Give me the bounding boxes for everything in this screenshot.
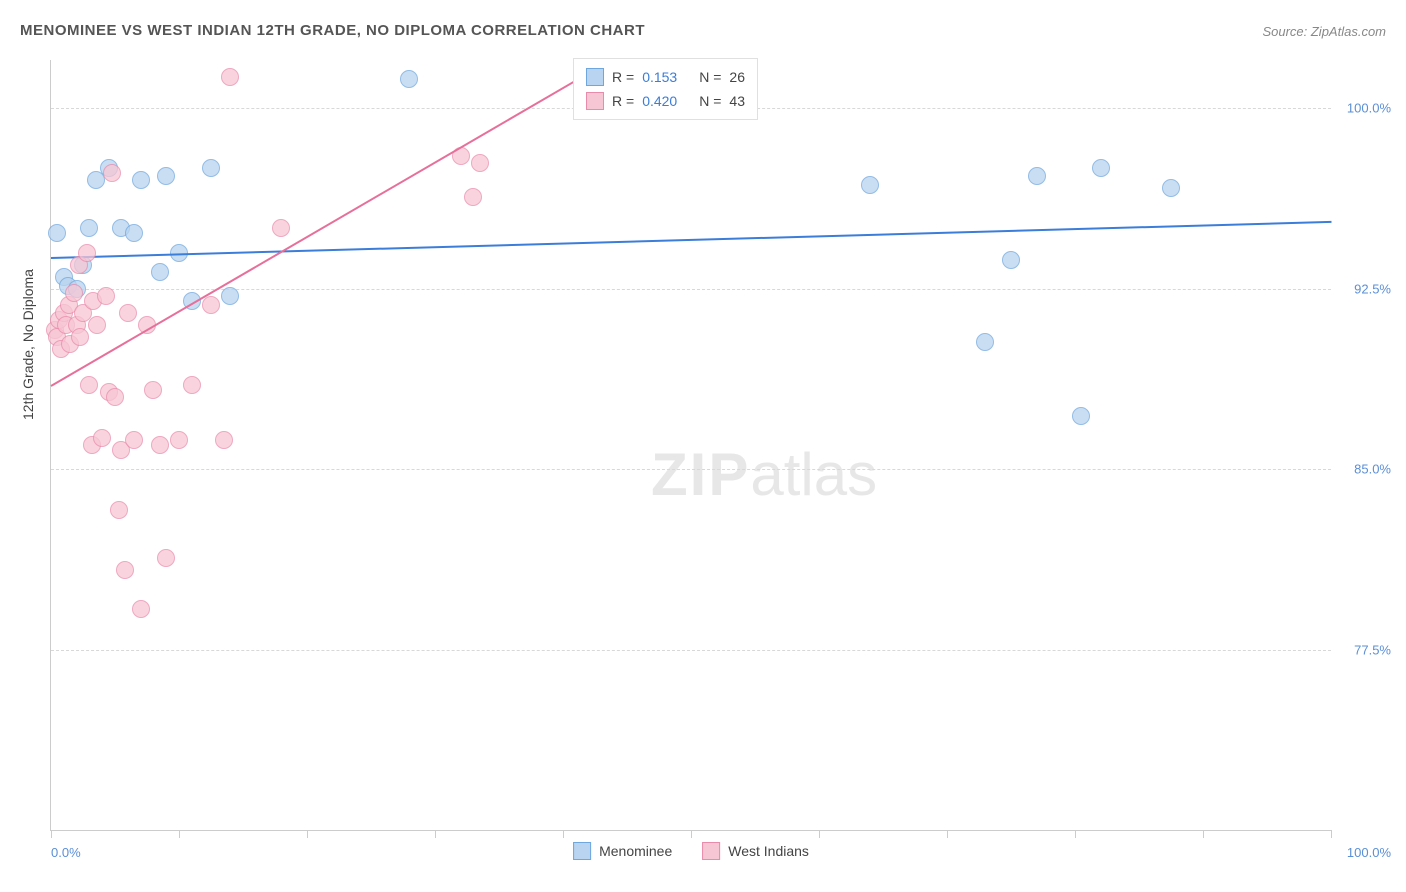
r-value: 0.420 (642, 93, 677, 109)
data-point (1092, 159, 1110, 177)
legend-row: R = 0.420 N = 43 (586, 89, 745, 113)
x-tick (1203, 830, 1204, 838)
data-point (861, 176, 879, 194)
data-point (48, 224, 66, 242)
legend-swatch (586, 92, 604, 110)
x-tick (179, 830, 180, 838)
data-point (183, 376, 201, 394)
data-point (151, 263, 169, 281)
chart-title: MENOMINEE VS WEST INDIAN 12TH GRADE, NO … (20, 22, 645, 39)
x-tick (947, 830, 948, 838)
data-point (103, 164, 121, 182)
y-axis-title: 12th Grade, No Diploma (20, 269, 36, 420)
y-tick-label: 100.0% (1347, 101, 1391, 116)
x-tick (51, 830, 52, 838)
correlation-legend: R = 0.153 N = 26 R = 0.420 N = 43 (573, 58, 758, 120)
trend-line (51, 221, 1331, 259)
data-point (71, 328, 89, 346)
n-label: N = (699, 93, 721, 109)
chart-plot-area: ZIPatlas 0.0% 100.0% MenomineeWest India… (50, 60, 1331, 831)
data-point (202, 296, 220, 314)
data-point (221, 68, 239, 86)
legend-label: Menominee (599, 843, 672, 859)
data-point (157, 549, 175, 567)
y-tick-label: 85.0% (1354, 462, 1391, 477)
y-tick-label: 77.5% (1354, 642, 1391, 657)
source-attribution: Source: ZipAtlas.com (1262, 24, 1386, 39)
legend-swatch (586, 68, 604, 86)
data-point (78, 244, 96, 262)
legend-swatch (702, 842, 720, 860)
x-axis-max-label: 100.0% (1347, 845, 1391, 860)
gridline (51, 289, 1331, 290)
gridline (51, 650, 1331, 651)
data-point (215, 431, 233, 449)
y-tick-label: 92.5% (1354, 281, 1391, 296)
n-value: 26 (729, 69, 745, 85)
data-point (97, 287, 115, 305)
data-point (110, 501, 128, 519)
x-tick (691, 830, 692, 838)
legend-swatch (573, 842, 591, 860)
data-point (116, 561, 134, 579)
data-point (170, 431, 188, 449)
data-point (88, 316, 106, 334)
bottom-legend-item: West Indians (702, 842, 809, 860)
data-point (464, 188, 482, 206)
data-point (106, 388, 124, 406)
x-tick (435, 830, 436, 838)
data-point (125, 431, 143, 449)
data-point (400, 70, 418, 88)
data-point (1002, 251, 1020, 269)
data-point (976, 333, 994, 351)
x-tick (819, 830, 820, 838)
data-point (471, 154, 489, 172)
n-label: N = (699, 69, 721, 85)
x-tick (307, 830, 308, 838)
data-point (132, 600, 150, 618)
legend-label: West Indians (728, 843, 809, 859)
data-point (1028, 167, 1046, 185)
watermark: ZIPatlas (651, 440, 877, 509)
r-label: R = (612, 93, 634, 109)
data-point (1072, 407, 1090, 425)
n-value: 43 (729, 93, 745, 109)
data-point (144, 381, 162, 399)
data-point (65, 284, 83, 302)
data-point (1162, 179, 1180, 197)
x-tick (1331, 830, 1332, 838)
gridline (51, 469, 1331, 470)
x-axis-min-label: 0.0% (51, 845, 81, 860)
bottom-legend-item: Menominee (573, 842, 672, 860)
data-point (80, 219, 98, 237)
data-point (272, 219, 290, 237)
data-point (93, 429, 111, 447)
data-point (80, 376, 98, 394)
bottom-legend: Menominee West Indians (573, 842, 809, 860)
data-point (125, 224, 143, 242)
data-point (221, 287, 239, 305)
data-point (132, 171, 150, 189)
x-tick (563, 830, 564, 838)
x-tick (1075, 830, 1076, 838)
r-value: 0.153 (642, 69, 677, 85)
data-point (202, 159, 220, 177)
r-label: R = (612, 69, 634, 85)
data-point (157, 167, 175, 185)
legend-row: R = 0.153 N = 26 (586, 65, 745, 89)
data-point (151, 436, 169, 454)
data-point (119, 304, 137, 322)
